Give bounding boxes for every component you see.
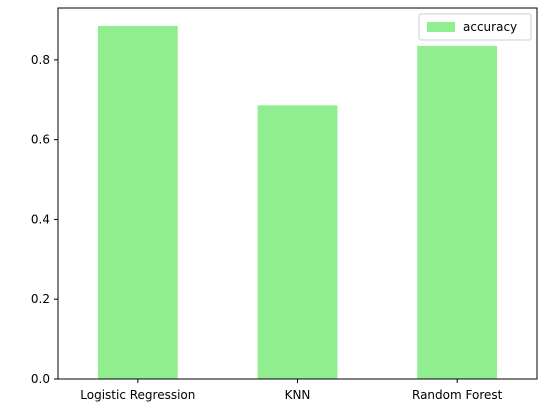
x-tick-label: Logistic Regression <box>80 388 195 402</box>
x-tick-label: KNN <box>285 388 311 402</box>
y-tick-label: 0.8 <box>31 53 50 67</box>
legend-box <box>418 13 532 41</box>
bar-knn <box>257 105 338 379</box>
x-axis: Logistic Regression KNN Random Forest <box>80 379 503 402</box>
axes-frame <box>57 7 538 380</box>
legend: accuracy <box>418 13 532 41</box>
x-tick-label: Random Forest <box>412 388 503 402</box>
bar-random-forest <box>417 45 498 379</box>
y-axis: 0.0 0.2 0.4 0.6 0.8 <box>31 53 58 386</box>
legend-swatch <box>427 22 455 32</box>
y-tick-label: 0.2 <box>31 292 50 306</box>
y-tick-label: 0.4 <box>31 212 50 226</box>
legend-label: accuracy <box>463 20 517 34</box>
y-tick-label: 0.6 <box>31 133 50 147</box>
y-tick-label: 0.0 <box>31 372 50 386</box>
bars-group <box>97 25 498 380</box>
bar-logistic-regression <box>97 25 178 380</box>
